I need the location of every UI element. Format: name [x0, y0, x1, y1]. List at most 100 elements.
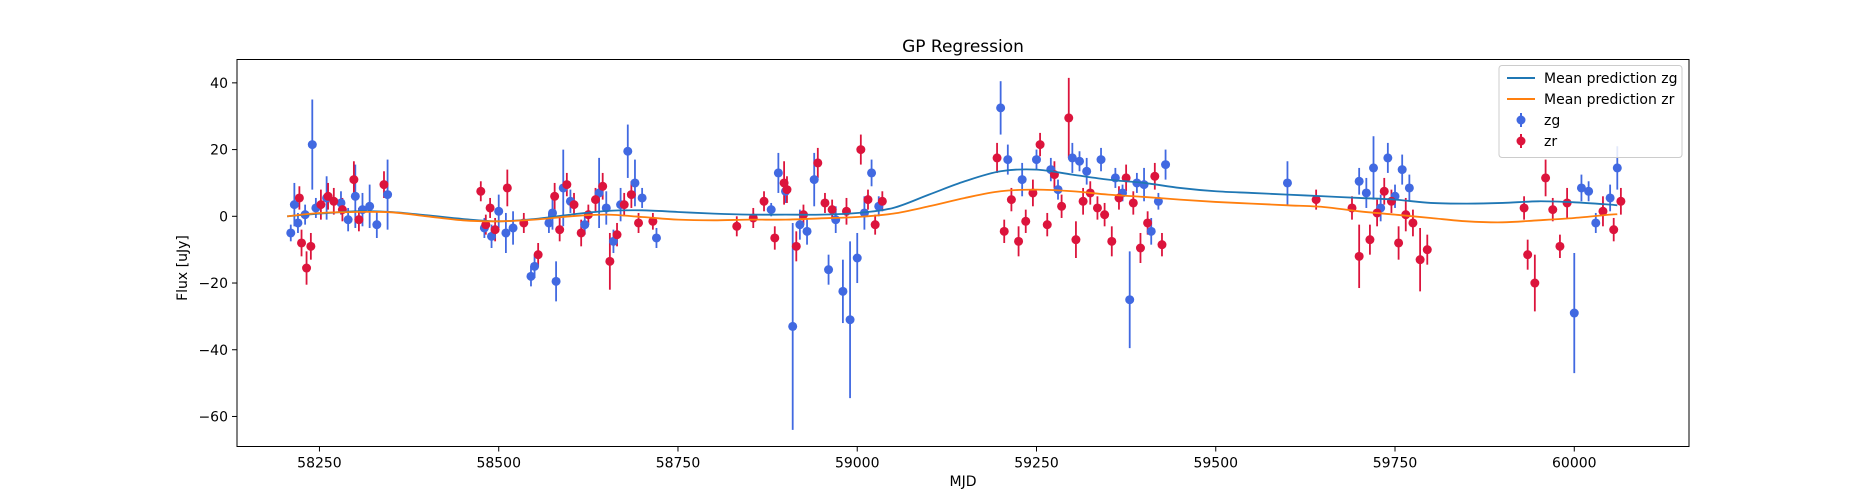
zr-point — [1107, 236, 1117, 246]
zr-point — [316, 200, 326, 210]
zr-point — [576, 228, 586, 238]
zr-point — [502, 183, 512, 193]
zg-point — [809, 175, 819, 185]
zr-point — [648, 216, 658, 226]
zr-point — [1143, 218, 1153, 228]
x-tick-label: 58750 — [656, 456, 701, 472]
zr-point — [863, 195, 873, 205]
zg-point — [508, 223, 518, 233]
zr-point — [562, 180, 572, 190]
zr-point — [1028, 188, 1038, 198]
zr-point — [1014, 236, 1024, 246]
y-axis-label: Flux [uJy] — [175, 235, 191, 301]
zr-point — [329, 196, 339, 206]
zr-point — [999, 226, 1009, 236]
legend-label-zr: zr — [1544, 134, 1557, 150]
zg-point — [795, 220, 805, 230]
zg-point — [623, 146, 633, 156]
x-tick-label: 60000 — [1552, 456, 1597, 472]
zg-point — [1569, 308, 1579, 318]
zg-point — [1584, 186, 1594, 196]
zr-point — [1354, 251, 1364, 261]
zr-point — [827, 205, 837, 215]
zr-point — [490, 225, 500, 235]
zg-point — [845, 315, 855, 325]
zr-point — [813, 158, 823, 168]
zg-point — [487, 231, 497, 241]
zr-point — [1135, 243, 1145, 253]
zg-point — [1003, 155, 1013, 165]
zg-point — [350, 191, 360, 201]
zg-point — [551, 276, 561, 286]
zg-point — [365, 201, 375, 211]
tick-group: 58250 58500 58750 59000 59250 59500 59750 60000… — [198, 76, 1596, 472]
zr-point — [1530, 278, 1540, 288]
legend-swatch-zg — [1516, 115, 1526, 125]
zr-point — [1100, 210, 1110, 220]
zr-point — [1064, 113, 1074, 123]
x-tick-label: 59500 — [1193, 456, 1238, 472]
zr-point — [1401, 210, 1411, 220]
zr-point — [1128, 198, 1138, 208]
zg-point — [544, 218, 554, 228]
zg-point — [1354, 176, 1364, 186]
zr-point — [354, 215, 364, 225]
zr-point — [302, 263, 312, 273]
zg-point — [630, 178, 640, 188]
zg-point — [1146, 226, 1156, 236]
zg-point — [547, 208, 557, 218]
zr-point — [1394, 238, 1404, 248]
zr-point — [555, 225, 565, 235]
zr-point — [605, 256, 615, 266]
mean-line-zg — [287, 168, 1618, 223]
zr-point — [1150, 171, 1160, 181]
zg-point — [824, 265, 834, 275]
zr-point — [1523, 250, 1533, 260]
zg-point — [867, 168, 877, 178]
zg-point — [1075, 156, 1085, 166]
zg-point — [580, 220, 590, 230]
zr-point — [569, 200, 579, 210]
legend-swatch-zr — [1516, 136, 1526, 146]
zg-point — [1031, 155, 1041, 165]
zr-point — [782, 185, 792, 195]
zg-point — [1369, 163, 1379, 173]
zg-point — [501, 228, 511, 238]
x-tick-label: 58250 — [297, 456, 342, 472]
zr-point — [732, 221, 742, 231]
zg-point — [1096, 155, 1106, 165]
zr-point — [349, 175, 359, 185]
y-tick-label: 40 — [210, 76, 228, 92]
legend-label-zg: zg — [1544, 113, 1560, 129]
x-tick-label: 59250 — [1014, 456, 1059, 472]
zr-point — [1422, 245, 1432, 255]
zr-point — [1057, 201, 1067, 211]
zg-point — [802, 226, 812, 236]
zr-point — [856, 145, 866, 155]
y-tick-label: 20 — [210, 143, 228, 159]
zg-point — [383, 190, 393, 200]
zr-point — [550, 191, 560, 201]
zr-point — [877, 196, 887, 206]
zr-point — [1042, 220, 1052, 230]
zg-point — [852, 253, 862, 263]
zr-point — [591, 195, 601, 205]
zr-point — [1035, 140, 1045, 150]
zg-point — [286, 228, 296, 238]
zg-point — [343, 215, 353, 225]
point-group — [286, 103, 1626, 331]
zg-point — [526, 271, 536, 281]
zg-point — [996, 103, 1006, 113]
zg-point — [293, 218, 303, 228]
zr-point — [770, 233, 780, 243]
zr-point — [1021, 216, 1031, 226]
zr-point — [1365, 235, 1375, 245]
zr-point — [759, 196, 769, 206]
zg-point — [594, 188, 604, 198]
zg-point — [773, 168, 783, 178]
zg-point — [1361, 188, 1371, 198]
zr-point — [626, 190, 636, 200]
zr-point — [1078, 196, 1088, 206]
